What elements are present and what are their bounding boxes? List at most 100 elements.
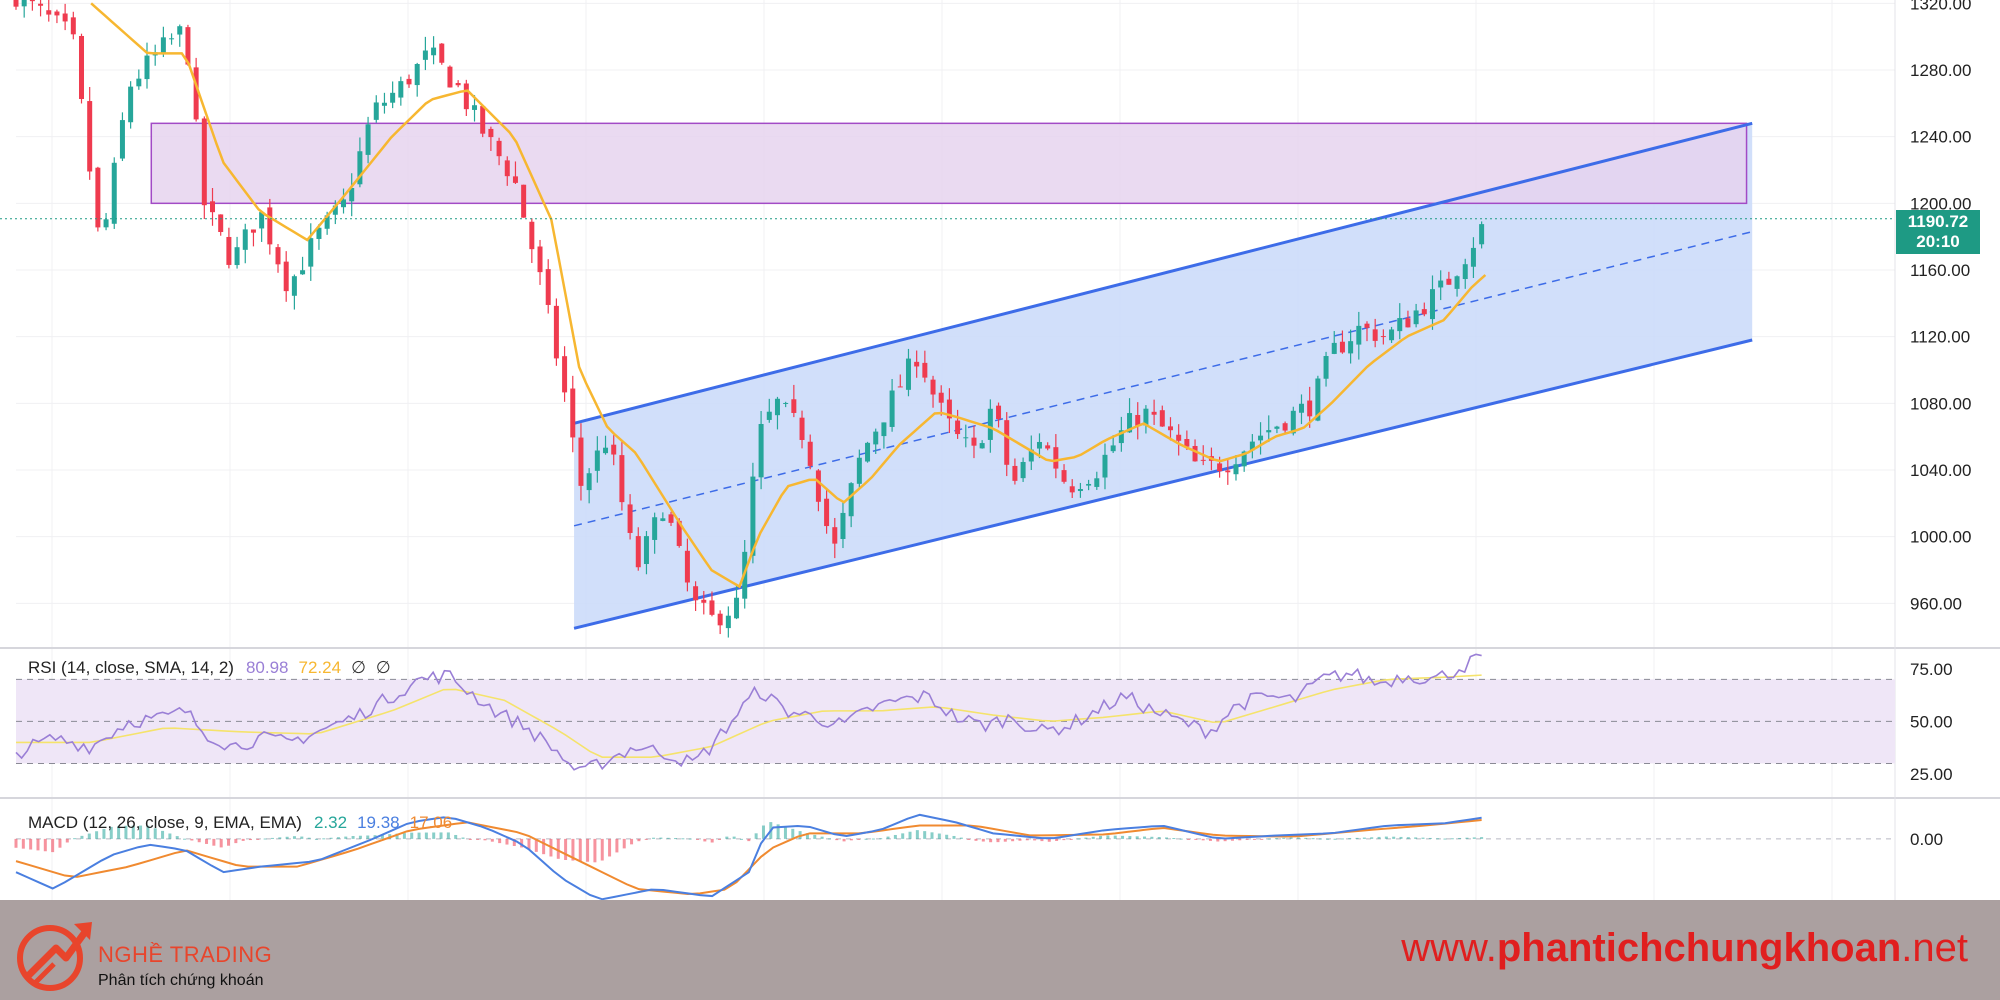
macd-histogram-bar bbox=[1003, 838, 1007, 842]
candle-body bbox=[1233, 464, 1239, 475]
macd-histogram-bar bbox=[1318, 838, 1322, 840]
macd-histogram-bar bbox=[945, 834, 949, 839]
candle-body bbox=[422, 50, 428, 60]
macd-histogram-bar bbox=[1208, 838, 1212, 841]
macd-histogram-bar bbox=[805, 833, 809, 839]
macd-histogram-bar bbox=[1377, 836, 1381, 839]
macd-histogram-bar bbox=[117, 826, 121, 839]
candle-body bbox=[70, 17, 76, 35]
macd-histogram-bar bbox=[270, 837, 274, 839]
macd-histogram-bar bbox=[329, 837, 333, 839]
brand-tagline: Phân tích chứng khoán bbox=[98, 972, 264, 989]
macd-histogram-bar bbox=[36, 838, 40, 851]
candle-body bbox=[1364, 323, 1370, 328]
candle-body bbox=[1274, 426, 1280, 429]
macd-histogram-bar bbox=[556, 838, 560, 859]
candle-body bbox=[1282, 423, 1288, 431]
macd-histogram-bar bbox=[857, 838, 861, 840]
candle-body bbox=[308, 238, 314, 267]
macd-histogram-bar bbox=[490, 838, 494, 842]
macd-histogram-bar bbox=[14, 838, 18, 848]
candle-body bbox=[946, 399, 952, 419]
candle-body bbox=[1429, 289, 1435, 320]
macd-histogram-bar bbox=[263, 838, 267, 840]
candle-body bbox=[431, 47, 437, 56]
candle-body bbox=[1266, 430, 1272, 433]
candle-body bbox=[873, 431, 879, 445]
macd-histogram-bar bbox=[1179, 838, 1183, 840]
rsi-axis-label: 75.00 bbox=[1910, 660, 1953, 679]
candle-body bbox=[463, 83, 469, 110]
candle-body bbox=[38, 3, 44, 6]
candle-body bbox=[562, 356, 568, 393]
candle-body bbox=[79, 35, 85, 100]
candle-body bbox=[750, 476, 756, 556]
macd-histogram-bar bbox=[761, 825, 765, 839]
rsi-legend-part: ∅ bbox=[351, 658, 366, 677]
candle-body bbox=[660, 518, 666, 521]
candle-body bbox=[1348, 341, 1354, 354]
macd-histogram-bar bbox=[483, 838, 487, 841]
macd-histogram-bar bbox=[1480, 837, 1484, 839]
macd-histogram-bar bbox=[1194, 838, 1198, 840]
macd-histogram-bar bbox=[248, 838, 252, 841]
candle-body bbox=[193, 67, 199, 120]
candle-body bbox=[324, 215, 330, 229]
macd-histogram-bar bbox=[842, 838, 846, 842]
macd-histogram-bar bbox=[659, 837, 663, 839]
macd-histogram-bar bbox=[168, 833, 172, 839]
candle-body bbox=[398, 81, 404, 98]
candle-body bbox=[13, 0, 19, 7]
macd-histogram-bar bbox=[586, 838, 590, 862]
macd-histogram-bar bbox=[153, 828, 157, 839]
macd-histogram-bar bbox=[967, 838, 971, 840]
macd-histogram-bar bbox=[520, 838, 524, 848]
macd-histogram-bar bbox=[974, 838, 978, 841]
macd-histogram-bar bbox=[219, 838, 223, 848]
candle-body bbox=[144, 55, 150, 80]
macd-histogram-bar bbox=[95, 831, 99, 839]
candle-body bbox=[1118, 430, 1124, 444]
candle-body bbox=[341, 199, 347, 208]
price-axis-label: 1120.00 bbox=[1910, 328, 1970, 347]
macd-histogram-bar bbox=[424, 832, 428, 839]
rsi-legend-part: RSI (14, close, SMA, 14, 2) bbox=[28, 658, 234, 677]
macd-histogram-bar bbox=[571, 838, 575, 861]
candle-body bbox=[865, 442, 871, 462]
macd-histogram-bar bbox=[351, 836, 355, 839]
website-link[interactable]: www.phantichchungkhoan.net bbox=[1401, 926, 1968, 971]
macd-histogram-bar bbox=[212, 838, 216, 846]
candle-body bbox=[1298, 403, 1304, 413]
candle-body bbox=[234, 247, 240, 266]
brand-name: NGHỀ TRADING bbox=[98, 942, 273, 967]
candle-body bbox=[21, 0, 27, 7]
macd-histogram-bar bbox=[190, 838, 194, 841]
url-suffix: .net bbox=[1901, 926, 1968, 970]
macd-histogram-bar bbox=[512, 838, 516, 846]
macd-histogram-bar bbox=[747, 838, 751, 842]
candle-body bbox=[1372, 329, 1378, 341]
macd-histogram-bar bbox=[542, 838, 546, 855]
macd-histogram-bar bbox=[1186, 838, 1190, 840]
macd-histogram-bar bbox=[820, 836, 824, 839]
candle-body bbox=[799, 417, 805, 440]
candle-body bbox=[1479, 224, 1485, 245]
macd-histogram-bar bbox=[1296, 837, 1300, 839]
candle-body bbox=[1315, 378, 1321, 421]
candle-body bbox=[856, 457, 862, 484]
macd-histogram-bar bbox=[1157, 837, 1161, 839]
candle-body bbox=[627, 504, 633, 533]
macd-histogram-bar bbox=[51, 838, 55, 853]
candle-body bbox=[1077, 488, 1083, 492]
candle-body bbox=[300, 270, 306, 275]
macd-histogram-bar bbox=[292, 836, 296, 839]
macd-histogram-bar bbox=[410, 832, 414, 839]
candle-body bbox=[1397, 318, 1403, 332]
macd-histogram-bar bbox=[1267, 838, 1271, 840]
macd-histogram-bar bbox=[1025, 838, 1029, 841]
candle-body bbox=[676, 520, 682, 546]
candle-body bbox=[1454, 276, 1460, 289]
macd-histogram-bar bbox=[402, 833, 406, 839]
candle-body bbox=[488, 128, 494, 138]
